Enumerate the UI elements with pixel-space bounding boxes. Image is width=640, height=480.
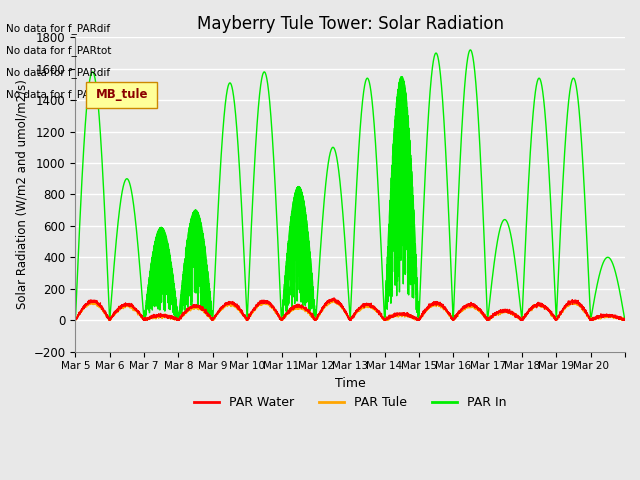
PAR In	[186, 225, 193, 231]
PAR Water	[400, 312, 408, 318]
PAR Water	[186, 305, 193, 311]
PAR Tule	[72, 317, 79, 323]
PAR Water	[371, 306, 378, 312]
PAR Tule	[400, 310, 408, 316]
PAR In	[371, 125, 378, 131]
PAR Tule	[371, 306, 378, 312]
Legend: PAR Water, PAR Tule, PAR In: PAR Water, PAR Tule, PAR In	[189, 391, 511, 414]
PAR Tule	[186, 307, 193, 312]
Y-axis label: Solar Radiation (W/m2 and umol/m2/s): Solar Radiation (W/m2 and umol/m2/s)	[15, 80, 28, 310]
Line: PAR Water: PAR Water	[76, 298, 625, 320]
PAR Tule	[542, 307, 550, 312]
PAR Water	[501, 306, 509, 312]
Line: PAR Tule: PAR Tule	[76, 300, 625, 320]
PAR Tule	[501, 309, 509, 315]
PAR Water	[621, 317, 628, 323]
PAR Water	[542, 305, 550, 311]
PAR In	[542, 123, 550, 129]
PAR Tule	[621, 316, 628, 322]
Text: No data for f_PARtot: No data for f_PARtot	[6, 45, 112, 56]
Text: No data for f_PARdif: No data for f_PARdif	[6, 23, 111, 34]
PAR Tule	[528, 304, 536, 310]
PAR Tule	[329, 297, 337, 303]
Title: Mayberry Tule Tower: Solar Radiation: Mayberry Tule Tower: Solar Radiation	[196, 15, 504, 33]
PAR In	[621, 317, 628, 323]
PAR Water	[528, 305, 536, 311]
PAR In	[501, 216, 509, 222]
X-axis label: Time: Time	[335, 377, 365, 390]
PAR In	[528, 126, 536, 132]
Text: MB_tule: MB_tule	[96, 88, 148, 101]
PAR In	[467, 47, 474, 53]
Text: No data for f_PARdif: No data for f_PARdif	[6, 67, 111, 78]
Text: No data for f_PARtot: No data for f_PARtot	[6, 89, 112, 100]
PAR In	[400, 79, 408, 84]
PAR Tule	[72, 317, 79, 323]
PAR Water	[106, 317, 113, 323]
Line: PAR In: PAR In	[76, 50, 625, 320]
PAR Water	[72, 317, 79, 323]
PAR Water	[330, 295, 338, 301]
PAR In	[72, 317, 79, 323]
